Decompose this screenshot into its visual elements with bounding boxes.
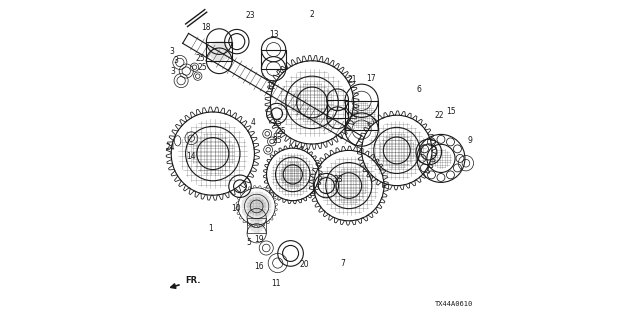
Text: 19: 19 — [253, 236, 264, 244]
Bar — [327, 100, 349, 118]
Text: 24: 24 — [165, 143, 175, 152]
Text: 2: 2 — [310, 10, 314, 19]
Text: 3: 3 — [170, 67, 175, 76]
Text: 11: 11 — [271, 279, 280, 288]
Text: 15: 15 — [446, 108, 456, 116]
Text: 3: 3 — [170, 47, 175, 56]
Text: TX44A0610: TX44A0610 — [435, 301, 474, 307]
Bar — [206, 42, 232, 61]
Text: 20: 20 — [299, 260, 309, 269]
Text: 23: 23 — [245, 12, 255, 20]
Text: 14: 14 — [186, 152, 196, 161]
Text: 22: 22 — [435, 111, 444, 120]
Bar — [247, 218, 266, 233]
Text: FR.: FR. — [186, 276, 201, 284]
Text: 7: 7 — [340, 260, 345, 268]
Text: 12: 12 — [267, 82, 276, 91]
Bar — [345, 101, 378, 130]
Bar — [262, 50, 285, 69]
Text: 9: 9 — [467, 136, 472, 145]
Text: 10: 10 — [231, 204, 241, 213]
Text: 25: 25 — [197, 63, 207, 72]
Text: 21: 21 — [348, 76, 356, 84]
Text: 16: 16 — [254, 262, 264, 271]
Text: 8: 8 — [272, 133, 277, 142]
Text: 25: 25 — [195, 54, 205, 63]
Text: 17: 17 — [366, 74, 376, 83]
Text: 6: 6 — [417, 85, 422, 94]
Text: 23: 23 — [333, 175, 343, 184]
Text: 5: 5 — [246, 238, 252, 247]
Text: 18: 18 — [202, 23, 211, 32]
Text: 3: 3 — [173, 56, 179, 65]
Text: 1: 1 — [208, 224, 213, 233]
Text: 25: 25 — [273, 136, 283, 145]
Text: 13: 13 — [269, 30, 278, 39]
Text: 4: 4 — [250, 118, 255, 127]
Text: 25: 25 — [276, 127, 286, 136]
Text: 25: 25 — [273, 119, 283, 128]
